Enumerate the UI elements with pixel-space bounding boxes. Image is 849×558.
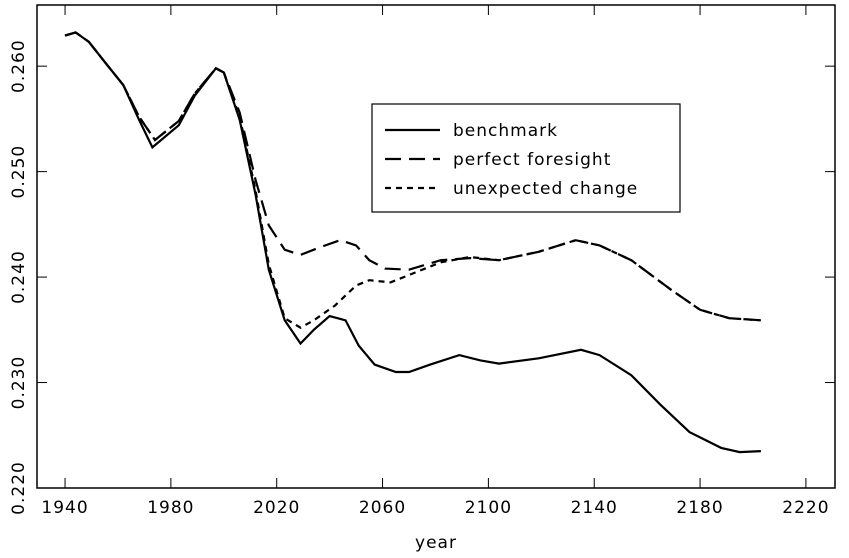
x-tick-label: 2020 xyxy=(253,498,300,518)
y-tick-label: 0.220 xyxy=(9,461,29,515)
x-tick-label: 2220 xyxy=(782,498,829,518)
x-tick-label: 2100 xyxy=(465,498,512,518)
x-tick-label: 2060 xyxy=(359,498,406,518)
series-line xyxy=(64,31,761,329)
x-tick-label: 1940 xyxy=(41,498,88,518)
series-line xyxy=(64,31,761,322)
y-tick-label: 0.260 xyxy=(9,39,29,93)
plot-frame xyxy=(36,4,836,489)
x-tick-label: 2140 xyxy=(571,498,618,518)
x-axis-label: year xyxy=(415,533,457,553)
x-tick-label: 1980 xyxy=(147,498,194,518)
legend-label: unexpected change xyxy=(453,179,638,199)
y-tick-label: 0.230 xyxy=(9,356,29,410)
legend-label: perfect foresight xyxy=(453,150,611,170)
series-line xyxy=(64,31,761,454)
legend-label: benchmark xyxy=(453,121,558,141)
y-tick-label: 0.250 xyxy=(9,145,29,199)
y-tick-label: 0.240 xyxy=(9,250,29,304)
x-tick-label: 2180 xyxy=(676,498,723,518)
